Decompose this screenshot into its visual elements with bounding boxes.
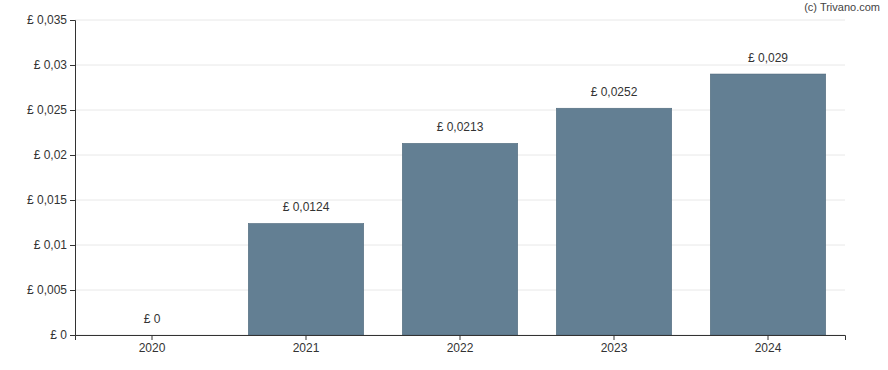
- x-tick: 2020: [139, 335, 166, 355]
- bar: [248, 223, 364, 335]
- x-tick: 2024: [755, 335, 782, 355]
- x-tick: 2022: [447, 335, 474, 355]
- bar: [710, 74, 826, 335]
- y-axis: £ 0 £ 0,005 £ 0,01 £ 0,015 £ 0,02 £ 0,025 £ 0,…: [27, 13, 76, 342]
- x-tick-mark: [614, 335, 615, 340]
- y-tick-label: £ 0: [50, 328, 67, 342]
- y-tick-label: £ 0,02: [34, 148, 68, 162]
- x-tick-label: 2020: [139, 341, 166, 355]
- bars: [248, 74, 826, 335]
- y-tick-mark: [70, 335, 75, 336]
- y-tick-mark: [70, 110, 75, 111]
- bar: [94, 335, 210, 336]
- y-tick: £ 0,02: [34, 148, 75, 162]
- annotation: (c) Trivano.com: [804, 1, 880, 13]
- x-tick-label: 2022: [447, 341, 474, 355]
- bar: [556, 108, 672, 335]
- y-tick-label: £ 0,03: [34, 58, 68, 72]
- y-tick-mark: [70, 65, 75, 66]
- x-axis: 2020 2021 2022 2023 2024: [76, 335, 846, 355]
- y-tick: £ 0,025: [27, 103, 75, 117]
- x-tick-label: 2024: [755, 341, 782, 355]
- x-tick: 2021: [293, 335, 320, 355]
- y-tick: £ 0: [50, 328, 75, 342]
- x-tick-label: 2021: [293, 341, 320, 355]
- y-tick-mark: [70, 20, 75, 21]
- grid-line: [75, 20, 845, 21]
- x-tick-mark: [306, 335, 307, 340]
- y-tick-mark: [70, 245, 75, 246]
- x-tick-label: 2023: [601, 341, 628, 355]
- y-tick-label: £ 0,015: [27, 193, 67, 207]
- y-tick-label: £ 0,005: [27, 283, 67, 297]
- y-tick: £ 0,015: [27, 193, 75, 207]
- y-tick-mark: [70, 290, 75, 291]
- y-tick: £ 0,005: [27, 283, 75, 297]
- data-label: £ 0,0213: [437, 120, 484, 134]
- y-tick-mark: [70, 155, 75, 156]
- y-axis-line: [70, 21, 76, 336]
- y-tick: £ 0,01: [34, 238, 75, 252]
- y-tick-label: £ 0,025: [27, 103, 67, 117]
- data-label: £ 0: [144, 312, 161, 326]
- y-tick-label: £ 0,01: [34, 238, 68, 252]
- data-label: £ 0,0124: [283, 200, 330, 214]
- grid-line: [75, 65, 845, 66]
- x-axis-line: [76, 336, 846, 341]
- bar: [402, 143, 518, 335]
- data-labels: £ 0 £ 0,0124 £ 0,0213 £ 0,0252 £ 0,029: [144, 51, 789, 326]
- x-tick: 2023: [601, 335, 628, 355]
- y-tick: £ 0,03: [34, 58, 75, 72]
- data-label: £ 0,029: [748, 51, 788, 65]
- grid: [75, 20, 845, 335]
- y-tick-mark: [70, 200, 75, 201]
- y-tick: £ 0,035: [27, 13, 75, 27]
- chart: £ 0 £ 0,005 £ 0,01 £ 0,015 £ 0,02 £ 0,025 £ 0,…: [0, 0, 888, 370]
- x-tick-mark: [460, 335, 461, 340]
- x-tick-mark: [768, 335, 769, 340]
- y-tick-label: £ 0,035: [27, 13, 67, 27]
- x-tick-mark: [152, 335, 153, 340]
- data-label: £ 0,0252: [591, 85, 638, 99]
